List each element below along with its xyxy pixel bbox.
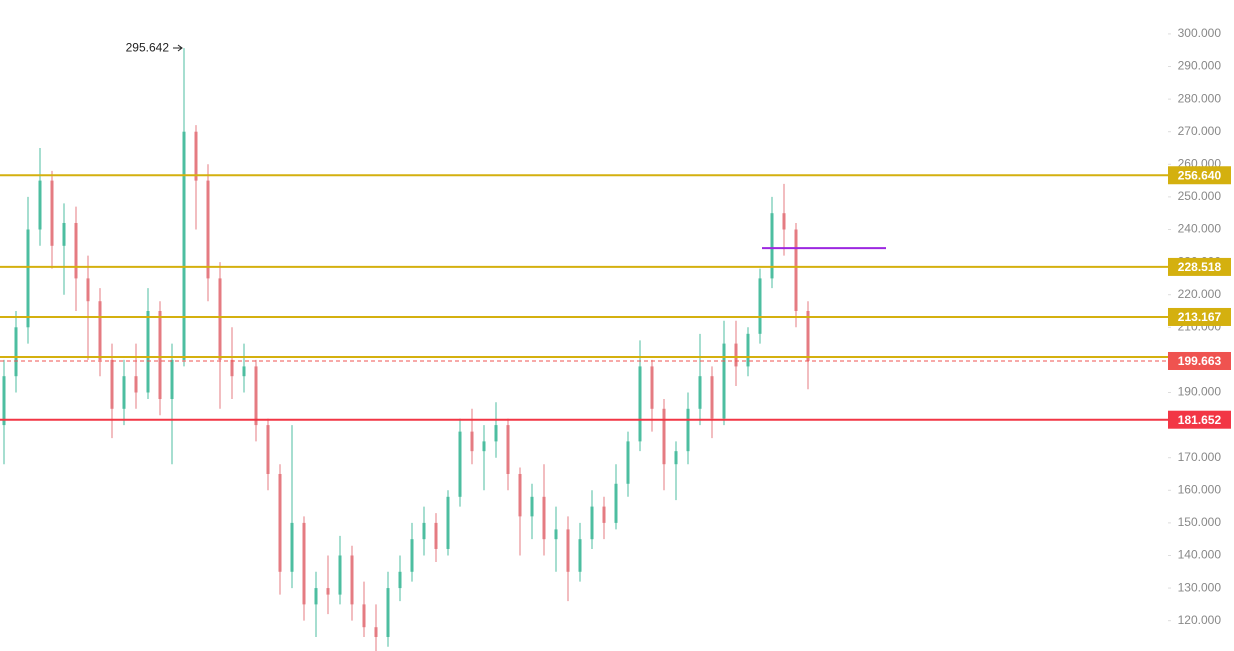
candle-body [146,310,150,393]
level-badge [1168,351,1231,370]
high-annotation: 295.642 [126,40,170,54]
candle-body [326,588,330,595]
candle-body [710,376,714,419]
candle-body [674,451,678,465]
candle-body [86,278,90,302]
candle-body [446,496,450,549]
candle-body [206,180,210,279]
candle-body [422,522,426,540]
candle-body [614,483,618,523]
candle-body [2,376,6,426]
candle-body [686,408,690,452]
y-tick-label: 240.000 [1178,222,1222,236]
y-tick-label: 140.000 [1178,548,1222,562]
candle-body [434,522,438,549]
candle-body [602,506,606,523]
candle-body [398,571,402,589]
candle-body [662,408,666,465]
candle-body [650,366,654,409]
candle-body [62,222,66,246]
y-tick-label: 190.000 [1178,385,1222,399]
candle-body [182,131,186,360]
y-tick-label: 150.000 [1178,515,1222,529]
candle-body [374,627,378,637]
candle-body [290,522,294,572]
candle-body [542,496,546,540]
candle-body [806,310,810,361]
candle-body [134,376,138,393]
y-tick-label: 130.000 [1178,580,1222,594]
candle-body [98,301,102,360]
candle-body [242,366,246,377]
candle-body [482,441,486,452]
candle-body [110,359,114,409]
candle-body [590,506,594,540]
candle-body [314,588,318,605]
candle-body [278,473,282,572]
candle-body [338,555,342,595]
candle-body [122,376,126,409]
candle-body [782,213,786,230]
candle-body [218,278,222,360]
candle-body [350,555,354,605]
y-tick-label: 220.000 [1178,287,1222,301]
candle-body [26,229,30,328]
candle-body [530,496,534,517]
candle-body [722,343,726,419]
candle-body [638,366,642,442]
level-label: 256.640 [1178,168,1222,182]
candle-body [38,180,42,230]
candle-body [554,529,558,540]
y-tick-label: 290.000 [1178,59,1222,73]
candle-body [506,425,510,474]
y-tick-label: 160.000 [1178,482,1222,496]
level-label: 213.167 [1178,310,1222,324]
candle-body [794,229,798,311]
level-badge [1168,410,1231,429]
level-label: 199.663 [1178,354,1222,368]
candle-body [74,222,78,279]
level-label: 228.518 [1178,260,1222,274]
y-tick-label: 270.000 [1178,124,1222,138]
y-tick-label: 280.000 [1178,91,1222,105]
y-tick-label: 250.000 [1178,189,1222,203]
candle-body [494,425,498,442]
y-tick-label: 120.000 [1178,613,1222,627]
candle-body [578,539,582,572]
annotation-arrowhead [177,44,183,52]
candle-body [518,473,522,517]
level-badge [1168,307,1231,326]
candle-body [170,359,174,400]
candle-body [254,366,258,426]
candle-body [746,333,750,367]
candle-body [458,431,462,497]
candle-body [734,343,738,367]
candle-body [386,588,390,637]
y-tick-label: 170.000 [1178,450,1222,464]
candle-body [194,131,198,181]
candle-body [758,278,762,334]
level-label: 181.652 [1178,413,1222,427]
candle-body [14,327,18,377]
candle-body [302,522,306,605]
level-badge [1168,257,1231,276]
candle-body [50,180,54,246]
candle-body [266,425,270,474]
candle-body [158,310,162,400]
candle-body [230,359,234,377]
candle-body [566,529,570,572]
level-badge [1168,166,1231,185]
candle-body [698,376,702,409]
candle-body [470,431,474,452]
candle-body [362,604,366,628]
candle-body [626,441,630,484]
y-tick-label: 300.000 [1178,26,1222,40]
candle-body [770,213,774,279]
candle-body [410,539,414,572]
